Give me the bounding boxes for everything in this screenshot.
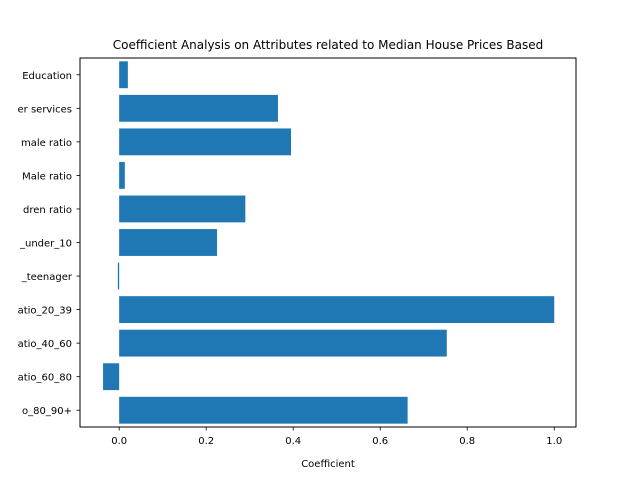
y-tick-label: _under_10 [19, 239, 72, 250]
bar-1 [119, 94, 278, 122]
y-tick-label: atio_60_80 [18, 373, 72, 384]
x-tick-label: 0.0 [111, 436, 127, 447]
bar-4 [119, 195, 246, 223]
y-tick-label: atio_40_60 [18, 339, 72, 350]
y-tick-label: male ratio [21, 138, 72, 149]
y-tick-label: Education [22, 71, 72, 82]
bar-2 [119, 128, 292, 156]
bar-6 [117, 262, 120, 290]
x-tick-label: 1.0 [546, 436, 562, 447]
x-tick-label: 0.2 [198, 436, 214, 447]
bar-0 [119, 61, 128, 89]
x-axis-ticks: 0.0 0.2 0.4 0.6 0.8 1.0 [111, 427, 562, 447]
bar-7 [119, 296, 555, 324]
bar-3 [119, 161, 125, 189]
y-tick-label: Male ratio [22, 171, 72, 182]
x-axis-label: Coefficient [301, 459, 355, 470]
y-tick-label: _teenager [21, 272, 73, 283]
y-tick-label: dren ratio [23, 205, 72, 216]
plot-frame [79, 57, 577, 428]
x-tick-label: 0.4 [285, 436, 301, 447]
bar-8 [119, 329, 447, 357]
x-tick-label: 0.6 [372, 436, 388, 447]
y-tick-label: er services [18, 104, 72, 115]
y-tick-label: o_80_90+ [22, 406, 72, 417]
bars-group [103, 61, 555, 424]
bar-10 [119, 396, 408, 424]
bar-5 [119, 229, 218, 256]
y-axis-ticks: Education er services male ratio Male ratio… [18, 71, 80, 417]
bar-9 [103, 363, 120, 391]
y-tick-label: atio_20_39 [18, 306, 72, 317]
x-tick-label: 0.8 [459, 436, 475, 447]
chart-title: Coefficient Analysis on Attributes relat… [113, 38, 543, 52]
